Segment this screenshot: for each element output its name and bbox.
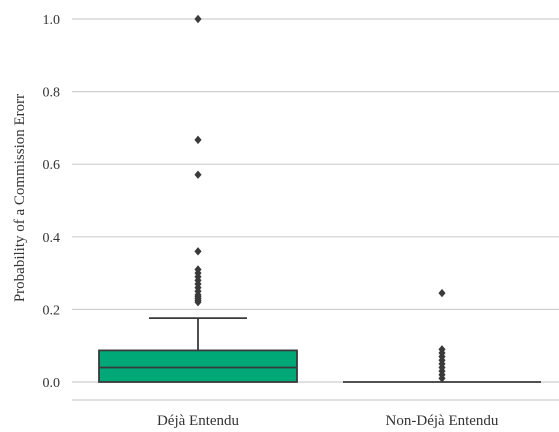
grid-lines [72,18,559,401]
box-group [98,14,298,383]
y-tick-label: 0.6 [43,158,61,173]
y-tick-labels: 0.0 0.2 0.4 0.6 0.8 1.0 [43,13,61,391]
y-tick-label: 0.8 [43,86,61,101]
x-category-label: Déjà Entendu [157,413,240,429]
x-category-labels: Déjà Entendu Non-Déjà Entendu [157,413,499,429]
outlier-point [194,14,202,24]
outlier-point [194,135,202,145]
outlier-point [438,374,446,383]
y-tick-label: 0.2 [43,303,61,318]
y-axis-title: Probability of a Commission Erorr [12,94,28,302]
x-category-label: Non-Déjà Entendu [386,413,499,429]
y-tick-label: 0.4 [43,231,61,246]
outlier-point [194,170,202,179]
box-iqr [98,349,298,383]
y-tick-label: 1.0 [43,13,61,28]
outlier-point [194,297,202,307]
outlier-point [438,288,446,298]
box-series [98,14,541,383]
y-tick-label: 0.0 [43,376,61,391]
box-group [343,288,541,383]
outlier-point [194,247,202,256]
